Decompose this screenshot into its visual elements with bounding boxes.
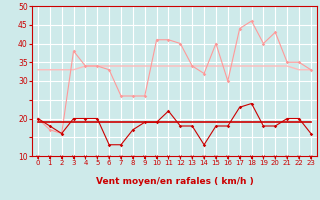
X-axis label: Vent moyen/en rafales ( km/h ): Vent moyen/en rafales ( km/h ) [96,177,253,186]
